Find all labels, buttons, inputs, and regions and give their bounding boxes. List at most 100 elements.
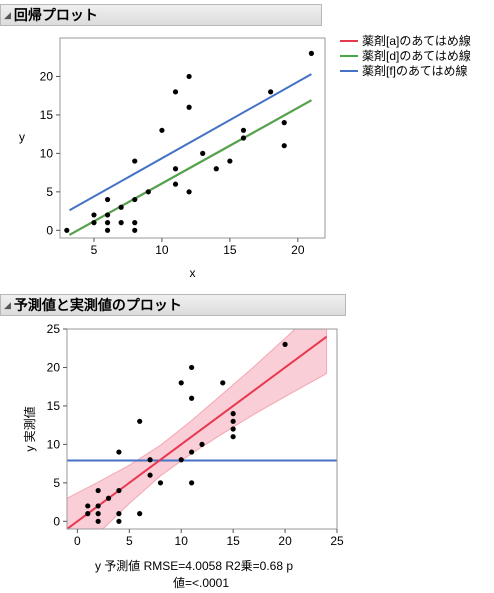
y-tick-label: 5	[46, 185, 53, 199]
x-tick-label: 20	[291, 243, 305, 257]
data-point	[189, 480, 195, 486]
x-tick-label: 15	[223, 243, 237, 257]
data-point	[104, 196, 111, 203]
y-axis-label: y 実測値	[22, 406, 37, 451]
fit-line-3	[69, 73, 312, 212]
data-point	[172, 181, 179, 187]
x-tick-label: 25	[330, 534, 344, 548]
x-tick-label: 15	[226, 534, 240, 548]
data-point	[95, 503, 101, 509]
data-point	[240, 127, 247, 133]
data-point	[132, 196, 138, 203]
data-point	[132, 158, 138, 164]
data-point	[95, 518, 101, 524]
data-point	[189, 364, 195, 371]
plot-frame	[66, 328, 338, 530]
data-point	[172, 166, 179, 172]
data-point	[132, 220, 138, 226]
confidence-band	[67, 329, 328, 529]
y-tick-label: 10	[40, 146, 54, 160]
x-tick-label: 20	[278, 534, 292, 548]
x-tick-label: 5	[126, 534, 133, 548]
data-point	[145, 189, 151, 195]
y-tick-label: 20	[40, 69, 54, 83]
regression-plot-title: 回帰プロット	[13, 8, 98, 24]
y-tick-label: 15	[47, 399, 61, 413]
data-point	[282, 341, 288, 347]
data-point	[104, 227, 111, 233]
data-point	[227, 158, 233, 164]
data-point	[230, 411, 236, 417]
data-point	[159, 127, 165, 133]
data-point	[199, 441, 205, 447]
fit-line	[67, 335, 328, 529]
data-point	[189, 449, 195, 455]
data-point	[116, 449, 122, 455]
disclosure-triangle-icon[interactable]: ◢	[4, 9, 11, 20]
y-tick-label: 0	[53, 514, 60, 528]
disclosure-triangle-icon[interactable]: ◢	[4, 299, 11, 310]
data-point	[85, 511, 91, 517]
y-tick-label: 10	[47, 437, 61, 451]
legend-label-2: 薬剤[d]のあてはめ線	[362, 48, 471, 63]
data-point	[186, 73, 192, 80]
y-tick-label: 25	[47, 322, 61, 336]
data-point	[105, 495, 112, 501]
data-point	[132, 227, 138, 233]
data-point	[157, 480, 164, 486]
data-point	[308, 50, 315, 56]
data-point	[104, 212, 111, 218]
x-axis-label: x	[190, 266, 196, 280]
data-point	[189, 395, 195, 401]
data-point	[95, 511, 101, 517]
y-axis-label: y	[19, 130, 25, 144]
data-point	[116, 487, 122, 494]
data-point	[281, 143, 287, 149]
x-axis-label-line2: 値=<.0001	[173, 575, 229, 590]
data-point	[85, 503, 91, 509]
x-axis-label: y 予測値 RMSE=4.0058 R2乗=0.68 p	[95, 558, 293, 573]
data-point	[104, 220, 111, 226]
data-point	[147, 472, 153, 478]
data-point	[230, 434, 236, 440]
y-tick-label: 15	[40, 108, 54, 122]
data-point	[118, 220, 124, 226]
x-tick-label: 5	[91, 243, 98, 257]
data-point	[281, 120, 287, 126]
x-tick-label: 10	[155, 243, 169, 257]
y-tick-label: 0	[46, 223, 53, 237]
data-point	[118, 204, 124, 210]
data-point	[172, 89, 179, 95]
data-point	[186, 104, 192, 110]
plot-frame	[59, 37, 326, 239]
legend-label-1: 薬剤[a]のあてはめ線	[362, 33, 471, 48]
data-point	[186, 189, 192, 195]
data-point	[91, 212, 97, 218]
data-point	[95, 487, 101, 494]
data-point	[200, 150, 206, 156]
data-point	[137, 418, 143, 424]
pred-actual-plot-header[interactable]: ◢ 予測値と実測値のプロット	[0, 294, 346, 316]
data-point	[178, 457, 184, 463]
data-point	[147, 457, 153, 463]
x-tick-label: 0	[74, 534, 81, 548]
pred-actual-plot-title: 予測値と実測値のプロット	[13, 298, 182, 314]
data-point	[240, 135, 247, 141]
y-tick-label: 20	[47, 360, 61, 374]
x-tick-label: 10	[175, 534, 189, 548]
data-point	[220, 380, 226, 386]
data-point	[213, 166, 219, 172]
data-point	[230, 426, 236, 432]
data-point	[178, 380, 184, 386]
fit-line-2	[69, 99, 312, 236]
data-point	[137, 511, 143, 517]
y-tick-label: 5	[53, 476, 60, 490]
regression-plot-header[interactable]: ◢ 回帰プロット	[0, 4, 322, 26]
data-point	[268, 89, 274, 95]
data-point	[116, 518, 122, 524]
legend-label-3: 薬剤[f]のあてはめ線	[362, 63, 468, 78]
data-point	[91, 220, 97, 226]
data-point	[116, 511, 122, 517]
data-point	[230, 418, 236, 424]
